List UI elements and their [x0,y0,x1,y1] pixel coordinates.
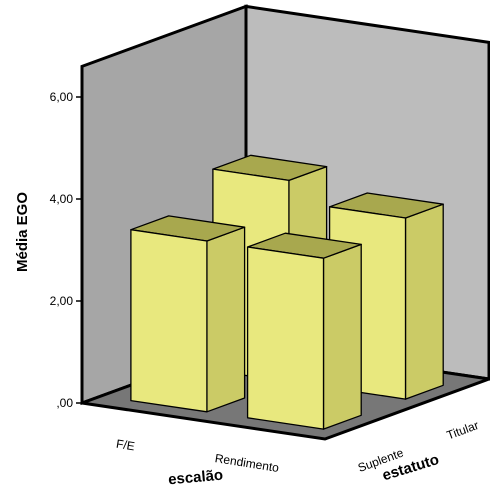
y-tick-label: 2,00 [50,294,74,308]
y-axis-title: Média EGO [14,192,31,272]
x-tick-label: Rendimento [214,451,280,475]
y-tick-label: 4,00 [50,192,74,206]
y-tick-label: 6,00 [50,90,74,104]
bar-side [206,226,246,413]
x-axis-title: escalão [167,467,223,489]
bar [130,215,246,413]
y-tick-label: ,00 [56,396,73,410]
bar-front [130,229,208,413]
depth-tick-label: Titular [445,418,481,442]
y-axis: ,00 2,00 4,00 6,00 [50,90,82,410]
bar-side [404,203,444,400]
bars [130,154,444,430]
bar-side [322,243,362,430]
x-tick-label: F/E [115,437,136,454]
bar-front [246,246,325,430]
bar [246,232,362,430]
